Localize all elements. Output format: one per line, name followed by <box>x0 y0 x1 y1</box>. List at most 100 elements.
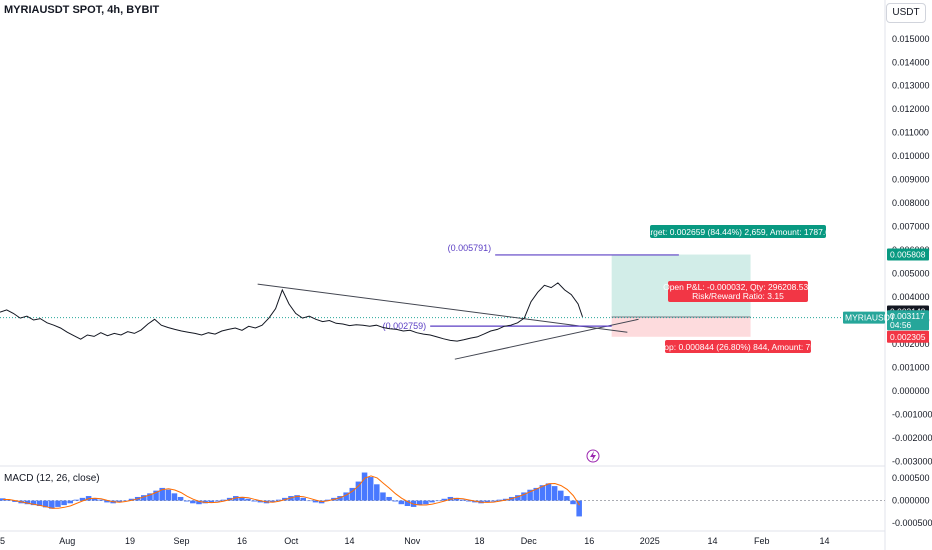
macd-bar <box>441 498 448 501</box>
open-pnl-bg <box>668 281 808 302</box>
macd-bar <box>208 500 215 503</box>
macd-bar <box>141 495 147 501</box>
x-tick-label: Oct <box>284 536 299 546</box>
macd-bar <box>545 483 552 501</box>
x-tick-label: Feb <box>754 536 770 546</box>
y-tick-label: 0.013000 <box>892 81 930 91</box>
y-tick-label: 0.000000 <box>892 386 930 396</box>
macd-bar <box>257 500 264 503</box>
macd-bar <box>6 499 12 501</box>
macd-bar <box>67 500 73 504</box>
macd-bar <box>73 499 80 501</box>
macd-bar <box>404 500 411 507</box>
macd-title: MACD (12, 26, close) <box>4 473 100 484</box>
x-tick-label: 19 <box>125 536 135 546</box>
level-mid-label: (0.002759) <box>383 321 427 331</box>
macd-bar <box>30 500 37 506</box>
y-tick-label: 0.014000 <box>892 57 930 67</box>
macd-bar <box>527 489 533 501</box>
y-tick-label: 0.001000 <box>892 362 930 372</box>
macd-bar <box>171 493 178 501</box>
macd-bar <box>380 492 386 501</box>
macd-bar <box>306 500 313 502</box>
y-tick-label: 0.011000 <box>892 128 929 138</box>
macd-bar <box>269 500 276 503</box>
x-tick-label: 14 <box>819 536 829 546</box>
symbol-tag: MYRIAUSDT <box>845 313 895 323</box>
stop-zone <box>611 316 751 337</box>
macd-bar <box>55 500 61 507</box>
flash-icon <box>586 449 600 463</box>
macd-bar <box>564 496 570 501</box>
x-tick-label: 14 <box>707 536 717 546</box>
y-tick-label: 0.010000 <box>892 151 930 161</box>
macd-bar <box>484 500 490 503</box>
macd-bar <box>245 498 251 501</box>
x-tick-label: 15 <box>0 536 5 546</box>
macd-bar <box>196 500 202 505</box>
macd-bar <box>429 500 435 503</box>
macd-y-tick-label: 0.000000 <box>892 496 930 506</box>
macd-bar <box>275 499 282 501</box>
currency-button[interactable]: USDT <box>886 3 926 23</box>
macd-bar <box>361 472 368 501</box>
y-tick-label: -0.001000 <box>892 409 932 419</box>
macd-bar <box>466 500 472 502</box>
price-line <box>0 282 583 342</box>
x-tick-label: 18 <box>474 536 484 546</box>
macd-signal-line <box>3 475 580 509</box>
macd-bar <box>539 485 546 501</box>
macd-bar <box>551 486 558 501</box>
macd-bar <box>496 499 503 501</box>
macd-bar <box>0 498 6 501</box>
macd-bar <box>128 498 135 501</box>
macd-bar <box>533 487 540 501</box>
y-tick-label: 0.007000 <box>892 222 930 232</box>
macd-bar <box>153 490 159 501</box>
y-tick-label: 0.004000 <box>892 292 930 302</box>
target-price-tag: 0.005808 <box>890 250 926 260</box>
macd-bar <box>79 497 86 501</box>
macd-bar <box>251 500 257 502</box>
macd-bar <box>91 498 98 501</box>
macd-bar <box>24 500 31 505</box>
macd-bar <box>165 489 172 501</box>
y-tick-label: 0.005000 <box>892 269 930 279</box>
x-tick-label: 14 <box>345 536 355 546</box>
macd-bar <box>392 500 398 502</box>
x-tick-label: 16 <box>237 536 247 546</box>
macd-bar <box>343 492 349 501</box>
macd-bar <box>159 487 165 501</box>
macd-bar <box>398 500 405 505</box>
macd-bar <box>349 487 356 501</box>
macd-bar <box>49 500 55 509</box>
macd-bar <box>490 500 497 502</box>
macd-bar <box>294 495 300 501</box>
macd-bar <box>147 493 153 501</box>
x-tick-label: Nov <box>404 536 421 546</box>
macd-bar <box>36 500 43 507</box>
chart-title: MYRIAUSDT SPOT, 4h, BYBIT <box>4 4 160 16</box>
y-tick-label: 0.008000 <box>892 198 930 208</box>
target-price-tag-bg <box>887 248 929 261</box>
y-tick-label: 0.009000 <box>892 175 930 185</box>
macd-bar <box>423 500 429 505</box>
macd-bar <box>515 495 521 501</box>
macd-y-tick-label: -0.000500 <box>892 518 932 528</box>
macd-bar <box>459 499 466 501</box>
macd-bar <box>42 500 49 508</box>
macd-bar <box>177 496 184 501</box>
y-tick-label: -0.002000 <box>892 433 932 443</box>
macd-bar <box>300 497 306 501</box>
macd-bar <box>183 500 190 502</box>
macd-bar <box>220 499 227 501</box>
macd-bar <box>576 500 582 517</box>
macd-bar <box>116 500 123 503</box>
macd-bar <box>324 499 331 501</box>
x-tick-label: Aug <box>59 536 75 546</box>
target-label: Target: 0.002659 (84.44%) 2,659, Amount:… <box>641 227 835 237</box>
macd-bar <box>104 500 110 503</box>
trendline-down <box>257 283 628 333</box>
target-label-bg <box>650 225 826 238</box>
